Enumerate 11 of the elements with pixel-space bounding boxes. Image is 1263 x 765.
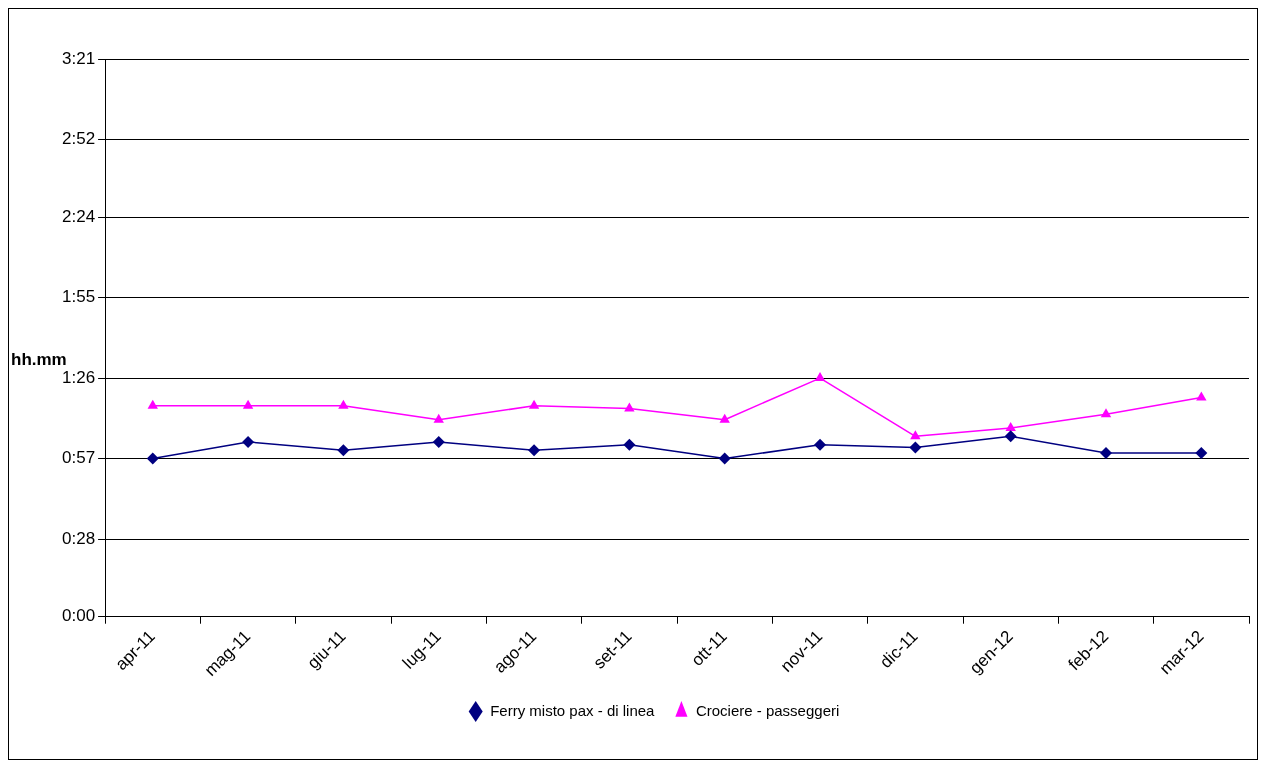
- y-tick-label: 0:00: [61, 606, 96, 626]
- y-tick-label: 0:28: [61, 528, 96, 548]
- y-tick-label: 1:26: [61, 367, 96, 387]
- y-tick-label: 2:52: [61, 129, 96, 149]
- legend-label: Crociere - passeggeri: [695, 701, 840, 719]
- y-tick-label: 2:24: [61, 206, 96, 226]
- legend-label: Ferry misto pax - di linea: [490, 701, 656, 719]
- y-axis-title: hh.mm: [11, 349, 67, 369]
- y-tick-label: 0:57: [61, 448, 96, 468]
- y-tick-label: 1:55: [61, 287, 96, 307]
- y-tick-label: 3:21: [61, 48, 96, 68]
